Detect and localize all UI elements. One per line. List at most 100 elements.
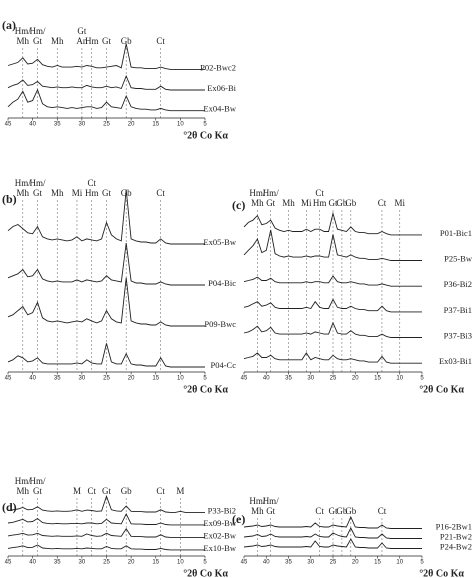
- peak-label: Hm/: [263, 188, 280, 198]
- trace: [7, 512, 205, 526]
- trace-label: Ex03-Bi1: [439, 356, 472, 366]
- peak-label: Gb: [336, 198, 347, 208]
- x-tick-label: 35: [54, 560, 61, 566]
- x-axis-title: °2θ Co Kα: [183, 384, 228, 395]
- trace: [7, 277, 205, 327]
- x-tick-label: 10: [177, 122, 184, 128]
- trace: [7, 343, 205, 368]
- x-tick-label: 35: [285, 376, 292, 382]
- panel-label: (c): [232, 198, 245, 212]
- peak-label: Gt: [329, 198, 338, 208]
- peak-label: Mh: [282, 198, 295, 208]
- peak-label: Gt: [33, 486, 42, 496]
- x-tick-label: 5: [203, 376, 207, 382]
- x-tick-label: 10: [177, 376, 184, 382]
- peak-label: M: [73, 486, 81, 496]
- peak-label: Mi: [72, 188, 83, 198]
- x-tick-label: 10: [177, 560, 184, 566]
- x-tick-label: 25: [330, 560, 337, 566]
- peak-label: Ct: [315, 506, 324, 516]
- peak-label: Gt: [77, 26, 86, 36]
- x-tick-label: 20: [128, 560, 135, 566]
- peak-label: An: [76, 36, 87, 46]
- trace: [243, 515, 422, 529]
- trace: [243, 298, 422, 313]
- x-tick-label: 20: [128, 122, 135, 128]
- x-tick-label: 10: [396, 560, 403, 566]
- peak-label: Gt: [102, 188, 111, 198]
- peak-label: Gt: [266, 506, 275, 516]
- trace: [7, 189, 205, 245]
- trace: [243, 275, 422, 287]
- x-tick-label: 5: [420, 376, 424, 382]
- peak-label: Mh: [17, 36, 30, 46]
- peak-label: Gb: [336, 506, 347, 516]
- peak-label: Hm: [85, 188, 99, 198]
- x-tick-label: 20: [352, 560, 359, 566]
- panel-label: (e): [232, 512, 245, 526]
- trace-label: P33-Bi2: [208, 505, 236, 515]
- trace-label: P36-Bi2: [444, 279, 472, 289]
- trace: [243, 352, 422, 364]
- trace: [243, 538, 422, 549]
- peak-label: Ct: [87, 486, 96, 496]
- peak-label: Ct: [315, 188, 324, 198]
- trace-label: P24-Bw2: [440, 541, 472, 551]
- x-tick-label: 35: [285, 560, 292, 566]
- trace-label: P21-Bw2: [440, 531, 472, 541]
- x-tick-label: 20: [352, 376, 359, 382]
- panel-label: (a): [2, 18, 16, 32]
- peak-label: Ct: [378, 506, 387, 516]
- x-tick-label: 25: [330, 376, 337, 382]
- x-tick-label: 5: [203, 122, 207, 128]
- x-tick-label: 30: [307, 560, 314, 566]
- x-tick-label: 25: [103, 376, 110, 382]
- trace-label: Ex09-Bw: [203, 518, 236, 528]
- trace: [7, 544, 205, 551]
- peak-label: Hm: [85, 36, 99, 46]
- trace: [7, 88, 205, 112]
- peak-label: Mh: [51, 188, 64, 198]
- trace-label: P09-Bwc: [204, 319, 236, 329]
- x-axis-title: °2θ Co Kα: [183, 130, 228, 141]
- x-tick-label: 15: [374, 560, 381, 566]
- x-tick-label: 30: [79, 560, 86, 566]
- trace-label: Ex04-Bw: [203, 104, 236, 114]
- peak-label: Gt: [102, 36, 111, 46]
- x-tick-label: 45: [241, 560, 248, 566]
- trace: [7, 43, 205, 70]
- peak-label: Gb: [345, 198, 356, 208]
- x-tick-label: 40: [29, 376, 36, 382]
- peak-label: Hm/: [15, 26, 32, 36]
- peak-label: Mh: [51, 36, 64, 46]
- trace: [7, 494, 205, 513]
- peak-label: Gb: [121, 36, 132, 46]
- trace-label: P25-Bw: [444, 253, 473, 263]
- x-tick-label: 35: [54, 122, 61, 128]
- x-tick-label: 40: [263, 376, 270, 382]
- peak-label: Mi: [301, 198, 312, 208]
- peak-label: Gt: [266, 198, 275, 208]
- peak-label: Hm/: [15, 476, 32, 486]
- panel-label: (b): [2, 192, 17, 206]
- peak-label: Mh: [251, 198, 264, 208]
- x-axis-title: °2θ Co Kα: [419, 384, 464, 395]
- peak-label: Gb: [121, 486, 132, 496]
- peak-label: Hm/: [263, 496, 280, 506]
- peak-label: Gb: [345, 506, 356, 516]
- peak-label: Hm/: [249, 496, 266, 506]
- peak-label: Mh: [17, 486, 30, 496]
- x-tick-label: 5: [203, 560, 207, 566]
- x-tick-label: 20: [128, 376, 135, 382]
- trace-label: P04-Bic: [208, 278, 236, 288]
- peak-label: Gt: [33, 36, 42, 46]
- trace-label: P02-Bwc2: [200, 62, 236, 72]
- peak-label: Ct: [156, 36, 165, 46]
- peak-label: Mh: [251, 506, 264, 516]
- x-tick-label: 15: [152, 560, 159, 566]
- x-tick-label: 5: [420, 560, 424, 566]
- trace: [243, 526, 422, 539]
- peak-label: M: [176, 486, 184, 496]
- x-tick-label: 40: [29, 122, 36, 128]
- trace: [243, 229, 422, 261]
